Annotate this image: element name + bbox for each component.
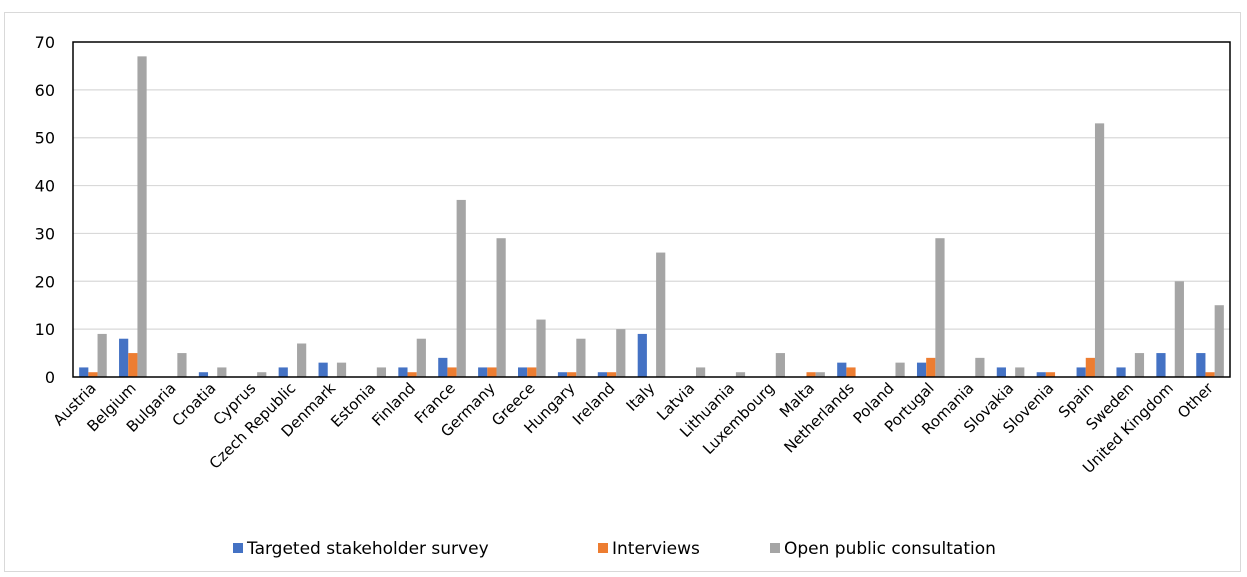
bar xyxy=(336,362,347,377)
bar xyxy=(607,372,617,377)
bar xyxy=(975,357,985,377)
bar xyxy=(119,338,129,377)
bar xyxy=(376,367,387,377)
legend: Targeted stakeholder survey Interviews Ope… xyxy=(233,539,996,559)
bar xyxy=(496,238,506,377)
bar xyxy=(527,367,537,377)
bar xyxy=(567,372,577,377)
bar xyxy=(177,353,187,377)
bar xyxy=(198,372,209,377)
x-tick-label: Other xyxy=(1174,379,1217,422)
legend-label: Interviews xyxy=(612,539,700,559)
legend-label: Targeted stakeholder survey xyxy=(246,539,489,559)
bar xyxy=(137,56,147,377)
bar xyxy=(407,372,417,377)
bar xyxy=(416,338,426,377)
bar xyxy=(438,357,448,377)
y-tick-label: 30 xyxy=(35,224,55,243)
y-axis-ticks: 0 10 20 30 40 50 60 70 xyxy=(35,33,55,387)
legend-label: Open public consultation xyxy=(784,539,996,559)
bar xyxy=(926,357,936,377)
bar xyxy=(846,367,856,377)
bar xyxy=(447,367,457,377)
bar xyxy=(1076,367,1086,377)
chart-frame xyxy=(4,12,1241,572)
bar xyxy=(695,367,706,377)
bars xyxy=(79,56,1224,377)
bar xyxy=(88,372,98,377)
bar xyxy=(1196,353,1206,377)
bar xyxy=(597,372,608,377)
bar xyxy=(478,367,488,377)
bar xyxy=(257,372,267,377)
y-tick-label: 0 xyxy=(45,368,55,387)
bar xyxy=(1116,367,1126,377)
bar xyxy=(128,353,138,377)
y-tick-label: 20 xyxy=(35,272,55,291)
bar xyxy=(1134,353,1145,377)
bar xyxy=(1045,372,1056,377)
bar xyxy=(487,367,497,377)
bar xyxy=(996,367,1006,377)
y-tick-label: 10 xyxy=(35,320,55,339)
bar xyxy=(1094,123,1105,377)
bar xyxy=(735,372,746,377)
bar xyxy=(79,367,89,377)
bar xyxy=(1156,353,1166,377)
plot-area-border xyxy=(72,41,1231,378)
x-tick-label: Netherlands xyxy=(780,379,858,457)
legend-swatch xyxy=(770,543,780,553)
bar xyxy=(935,238,945,377)
x-tick-label: Finland xyxy=(368,379,419,430)
gridlines xyxy=(73,89,1230,330)
bar xyxy=(1015,367,1025,377)
bar xyxy=(1214,305,1224,377)
bar xyxy=(815,372,825,377)
bar xyxy=(518,367,528,377)
legend-swatch xyxy=(233,543,243,553)
y-tick-label: 70 xyxy=(35,33,55,52)
x-tick-label: Croatia xyxy=(169,379,220,430)
bar xyxy=(1036,372,1046,377)
bar xyxy=(895,362,905,377)
bar xyxy=(398,367,408,377)
bar xyxy=(536,319,546,377)
y-tick-label: 40 xyxy=(35,177,55,196)
y-tick-label: 50 xyxy=(35,129,55,148)
bar xyxy=(775,353,785,377)
bar xyxy=(916,362,927,377)
bar xyxy=(656,252,666,377)
legend-swatch xyxy=(598,543,608,553)
x-axis-labels: AustriaBelgiumBulgariaCroatiaCyprusCzech… xyxy=(50,379,1218,477)
bar xyxy=(318,362,328,377)
bar xyxy=(217,367,227,377)
x-tick-label: Estonia xyxy=(327,379,379,431)
bar xyxy=(837,362,847,377)
bar xyxy=(456,199,466,377)
bar xyxy=(1174,281,1184,377)
bar xyxy=(557,372,568,377)
bar xyxy=(637,333,647,377)
x-tick-label: Ireland xyxy=(569,379,618,428)
bar xyxy=(97,333,107,377)
bar xyxy=(1205,372,1215,377)
bar xyxy=(616,329,626,377)
x-tick-label: Italy xyxy=(623,379,659,415)
bar xyxy=(297,343,307,377)
bar xyxy=(806,372,816,377)
bar xyxy=(1085,357,1095,377)
bar xyxy=(576,338,586,377)
bar xyxy=(278,367,288,377)
y-tick-label: 60 xyxy=(35,81,55,100)
